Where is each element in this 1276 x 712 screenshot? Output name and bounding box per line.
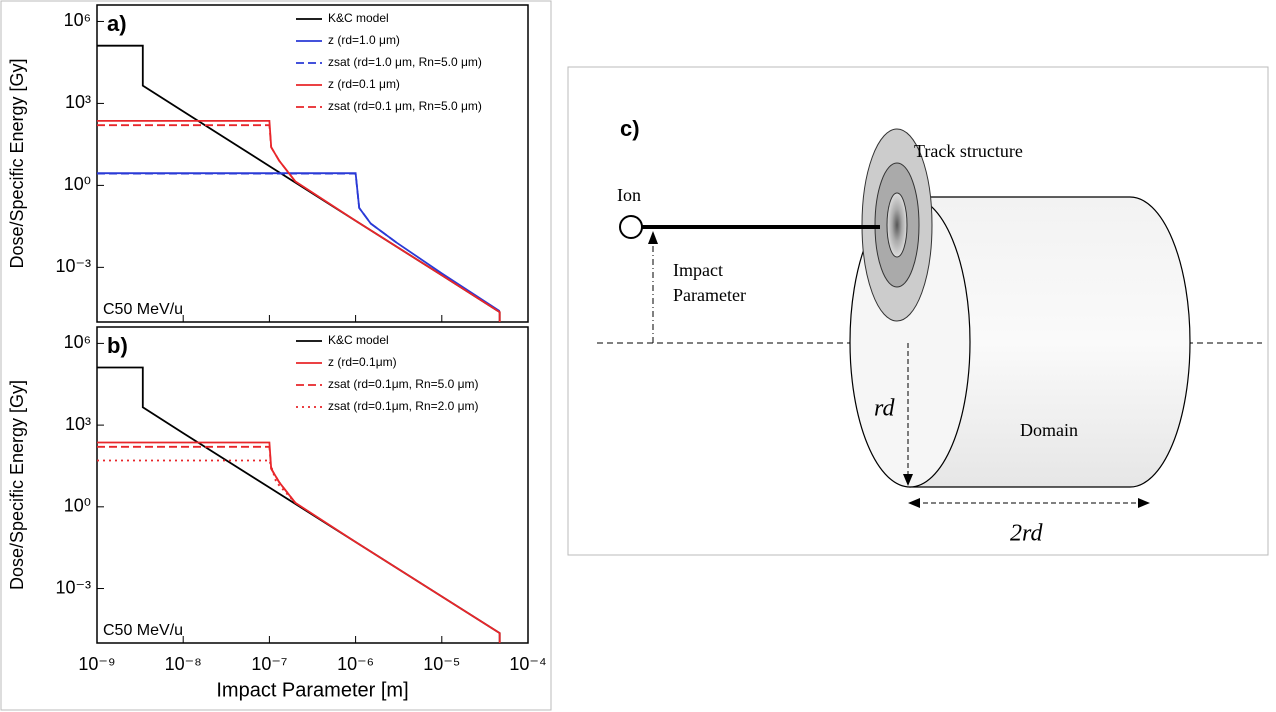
plot-frame <box>96 4 529 323</box>
y-tick-label: 10⁰ <box>64 496 91 516</box>
x-tick-label: 10⁻⁸ <box>165 654 202 674</box>
length-label: 2rd <box>1010 521 1043 547</box>
y-axis-label: Dose/Specific Energy [Gy] <box>7 58 27 268</box>
annotation: C50 MeV/u <box>103 622 183 639</box>
series-line <box>97 124 297 182</box>
series-line <box>97 120 501 322</box>
diagram: c) Track structure Ion Impact Parameter … <box>567 66 1269 556</box>
panel-label: c) <box>620 116 640 141</box>
impact-label: Parameter <box>673 285 746 305</box>
series-line <box>97 445 297 504</box>
y-tick-label: 10⁰ <box>64 174 91 194</box>
y-tick-label: 10⁶ <box>64 332 91 352</box>
arrow <box>648 231 658 244</box>
y-tick-label: 10³ <box>65 92 91 112</box>
y-axis-label: Dose/Specific Energy [Gy] <box>7 380 27 590</box>
x-tick-label: 10⁻⁴ <box>509 654 546 674</box>
charts: 10⁻³ 10⁰ 10³ 10⁶ K&C model z (rd=1.0 μm) zsat … <box>7 4 547 701</box>
track-label: Track structure <box>914 141 1023 161</box>
legend-label: K&C model <box>328 11 389 25</box>
legend-label: zsat (rd=0.1μm, Rn=5.0 μm) <box>328 377 479 391</box>
legend-label: z (rd=0.1μm) <box>328 355 397 369</box>
domain-label: Domain <box>1020 420 1078 440</box>
y-tick-label: 10⁻³ <box>55 256 91 276</box>
x-tick-label: 10⁻⁵ <box>423 654 460 674</box>
x-tick-label: 10⁻⁹ <box>78 654 115 674</box>
plot-frame <box>96 326 529 644</box>
track-core <box>886 192 908 258</box>
panel-label: b) <box>107 333 128 358</box>
panel-label: a) <box>107 11 127 36</box>
legend-label: z (rd=1.0 μm) <box>328 33 400 47</box>
x-tick-label: 10⁻⁷ <box>251 654 287 674</box>
ion <box>619 215 643 239</box>
legend-label: z (rd=0.1 μm) <box>328 77 400 91</box>
annotation: C50 MeV/u <box>103 301 183 318</box>
ion-label: Ion <box>617 185 641 205</box>
legend-label: zsat (rd=0.1 μm, Rn=5.0 μm) <box>328 99 482 113</box>
cylinder-body <box>909 196 1191 488</box>
legend-label: K&C model <box>328 333 389 347</box>
series-line <box>97 459 296 504</box>
series-line <box>97 441 501 643</box>
legend-label: zsat (rd=0.1μm, Rn=2.0 μm) <box>328 399 479 413</box>
y-tick-label: 10⁻³ <box>55 577 91 597</box>
left-frame <box>0 0 552 711</box>
radius-label: rd <box>874 396 895 422</box>
y-tick-label: 10³ <box>65 414 91 434</box>
y-tick-label: 10⁶ <box>64 10 91 30</box>
x-axis-label: Impact Parameter [m] <box>216 679 408 701</box>
legend-label: zsat (rd=1.0 μm, Rn=5.0 μm) <box>328 55 482 69</box>
series-line <box>97 172 501 312</box>
x-tick-label: 10⁻⁶ <box>337 654 374 674</box>
arrow <box>903 474 913 486</box>
impact-label: Impact <box>673 260 723 280</box>
series-line <box>97 172 398 244</box>
